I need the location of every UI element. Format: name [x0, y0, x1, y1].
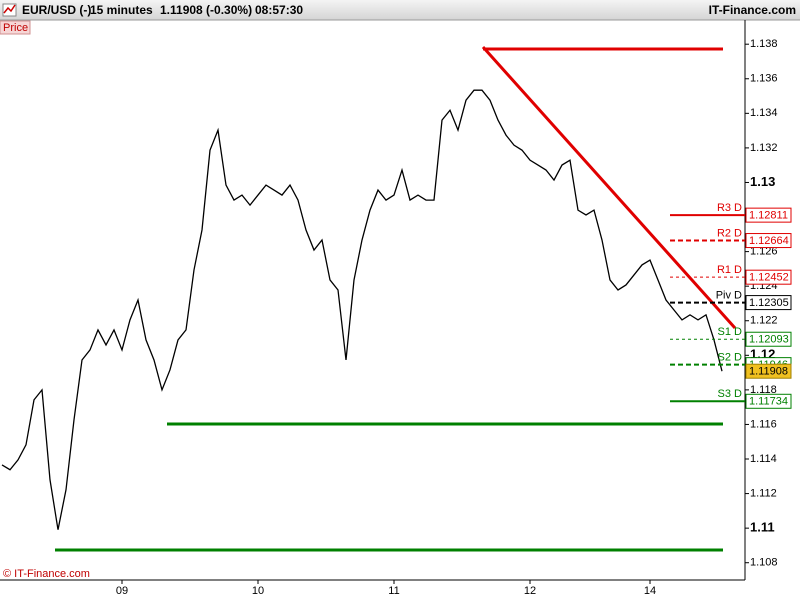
site: IT-Finance.com — [709, 3, 796, 17]
pivot-label: R1 D — [717, 264, 742, 276]
y-tick-label: 1.13 — [750, 174, 775, 189]
price-line — [1, 89, 723, 530]
header-bar — [0, 0, 800, 20]
y-tick-label: 1.134 — [750, 107, 778, 119]
y-tick-label: 1.11 — [750, 520, 775, 535]
last-price: 1.11908 — [749, 366, 788, 378]
pivot-value: 1.11734 — [749, 396, 788, 408]
levels: R3 D 1.12811 R2 D 1.12664 R1 D 1.12452 Piv D 1.… — [670, 202, 792, 409]
x-tick-label: 14 — [644, 585, 656, 597]
drawn-lines — [55, 45, 737, 552]
pivot-value: 1.12093 — [749, 334, 789, 346]
footer: © IT-Finance.com — [3, 568, 90, 580]
pivot-label: S3 D — [718, 388, 743, 400]
pivot-value: 1.12452 — [749, 272, 789, 284]
panel-label-box — [0, 20, 31, 35]
pivot-label: R2 D — [717, 227, 742, 239]
axes: 1.1081.111.1121.1141.1161.1181.121.1221.… — [0, 20, 778, 597]
interval: 15 minutes — [90, 3, 153, 17]
pivot-label: Piv D — [716, 289, 742, 301]
y-tick-label: 1.118 — [750, 384, 777, 396]
y-tick-label: 1.112 — [750, 487, 777, 499]
pivot-label: R3 D — [717, 202, 742, 214]
x-tick-label: 09 — [116, 585, 128, 597]
y-tick-label: 1.114 — [750, 453, 777, 465]
y-tick-label: 1.136 — [750, 73, 778, 85]
pivot-box — [745, 269, 792, 285]
y-tick-label: 1.122 — [750, 315, 778, 327]
last-price-box — [745, 363, 792, 379]
y-tick-label: 1.126 — [750, 246, 778, 258]
pivot-box — [745, 207, 792, 223]
symbol: EUR/USD (-) — [22, 3, 91, 17]
header-icon — [2, 3, 17, 17]
y-tick-label: 1.132 — [750, 142, 778, 154]
plot — [1, 89, 723, 530]
quote: 1.11908 (-0.30%) — [160, 3, 252, 17]
pivot-value: 1.12664 — [749, 235, 789, 247]
x-tick-label: 10 — [252, 585, 264, 597]
pivot-box — [745, 331, 792, 347]
panel-label: Price — [3, 22, 28, 34]
pivot-box — [745, 393, 792, 409]
y-tick-label: 1.116 — [750, 418, 777, 430]
pivot-label: S1 D — [718, 326, 743, 338]
pivot-value: 1.12305 — [749, 297, 789, 309]
trend-line — [481, 45, 737, 330]
y-tick-label: 1.138 — [750, 38, 778, 50]
pivot-value: 1.12811 — [749, 210, 788, 222]
y-tick-label: 1.108 — [750, 557, 778, 569]
x-tick-label: 11 — [388, 585, 399, 597]
pivot-box — [745, 295, 792, 311]
pivot-label: S2 D — [718, 352, 743, 364]
x-tick-label: 12 — [524, 585, 536, 597]
pivot-box — [745, 233, 792, 249]
time: 08:57:30 — [255, 3, 303, 17]
